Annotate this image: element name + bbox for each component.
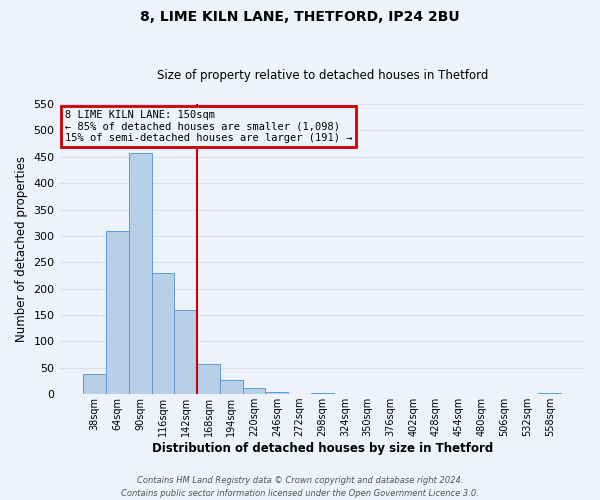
Bar: [175, 310, 197, 394]
Bar: [538, 392, 561, 394]
Text: 8, LIME KILN LANE, THETFORD, IP24 2BU: 8, LIME KILN LANE, THETFORD, IP24 2BU: [140, 10, 460, 24]
Bar: [197, 364, 220, 394]
Bar: [152, 274, 175, 394]
Text: Contains HM Land Registry data © Crown copyright and database right 2024.
Contai: Contains HM Land Registry data © Crown c…: [121, 476, 479, 498]
Bar: [265, 392, 288, 394]
X-axis label: Distribution of detached houses by size in Thetford: Distribution of detached houses by size …: [152, 442, 493, 455]
Text: 8 LIME KILN LANE: 150sqm
← 85% of detached houses are smaller (1,098)
15% of sem: 8 LIME KILN LANE: 150sqm ← 85% of detach…: [65, 110, 352, 143]
Bar: [311, 392, 334, 394]
Bar: [83, 374, 106, 394]
Bar: [106, 230, 129, 394]
Y-axis label: Number of detached properties: Number of detached properties: [15, 156, 28, 342]
Title: Size of property relative to detached houses in Thetford: Size of property relative to detached ho…: [157, 69, 488, 82]
Bar: [129, 153, 152, 394]
Bar: [242, 388, 265, 394]
Bar: [220, 380, 242, 394]
